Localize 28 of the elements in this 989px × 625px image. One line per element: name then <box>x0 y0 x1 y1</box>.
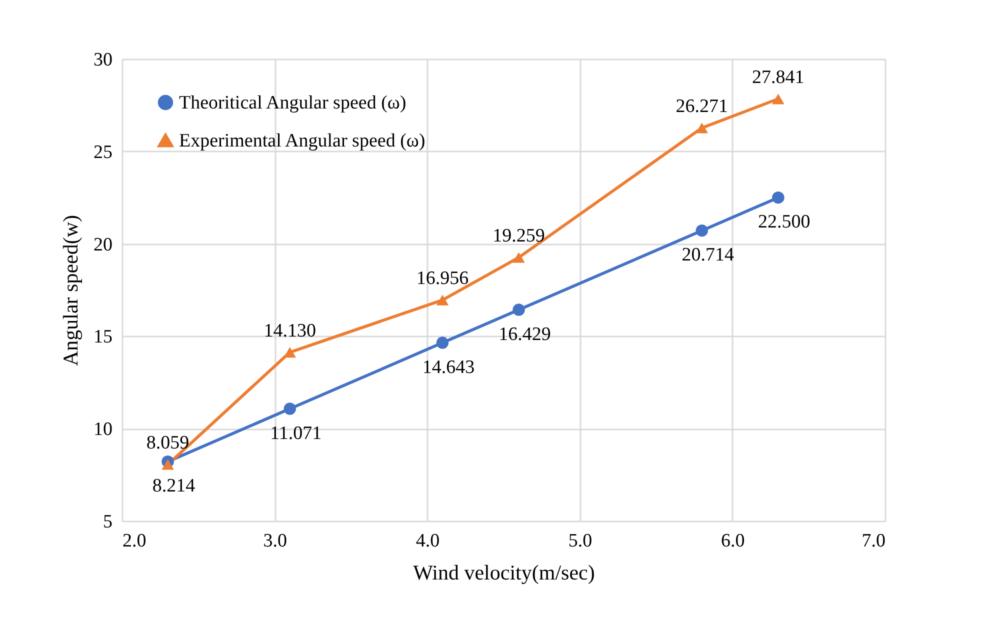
y-tick-label: 15 <box>94 326 112 348</box>
y-tick-label: 20 <box>94 234 112 256</box>
y-tick-label: 5 <box>103 512 112 532</box>
x-axis-title: Wind velocity(m/sec) <box>413 560 595 584</box>
x-tick-label: 6.0 <box>721 530 745 552</box>
data-label: 14.643 <box>422 356 475 378</box>
data-label: 27.841 <box>752 66 804 88</box>
x-tick-label: 3.0 <box>263 530 287 552</box>
x-tick-label: 7.0 <box>862 530 886 552</box>
data-label: 11.071 <box>270 422 322 444</box>
data-label: 19.259 <box>492 225 545 246</box>
x-tick-label: 4.0 <box>416 530 440 552</box>
data-label: 14.130 <box>264 320 316 342</box>
data-label: 8.059 <box>146 432 190 454</box>
data-label: 20.714 <box>682 244 735 266</box>
data-label: 26.271 <box>676 96 728 117</box>
x-tick-label: 5.0 <box>568 530 592 552</box>
legend-label: Experimental Angular speed (ω) <box>179 130 426 152</box>
data-label: 8.214 <box>152 476 196 497</box>
y-tick-label: 10 <box>94 419 112 440</box>
data-label: 16.956 <box>416 268 469 290</box>
y-axis-title: Angular speed(w) <box>58 214 82 366</box>
legend-label: Theoritical Angular speed (ω) <box>179 92 406 114</box>
y-tick-label: 25 <box>94 142 112 163</box>
x-tick-label: 2.0 <box>122 530 146 552</box>
data-label: 16.429 <box>498 324 551 345</box>
y-tick-label: 30 <box>94 50 112 70</box>
data-label: 22.500 <box>758 212 810 233</box>
